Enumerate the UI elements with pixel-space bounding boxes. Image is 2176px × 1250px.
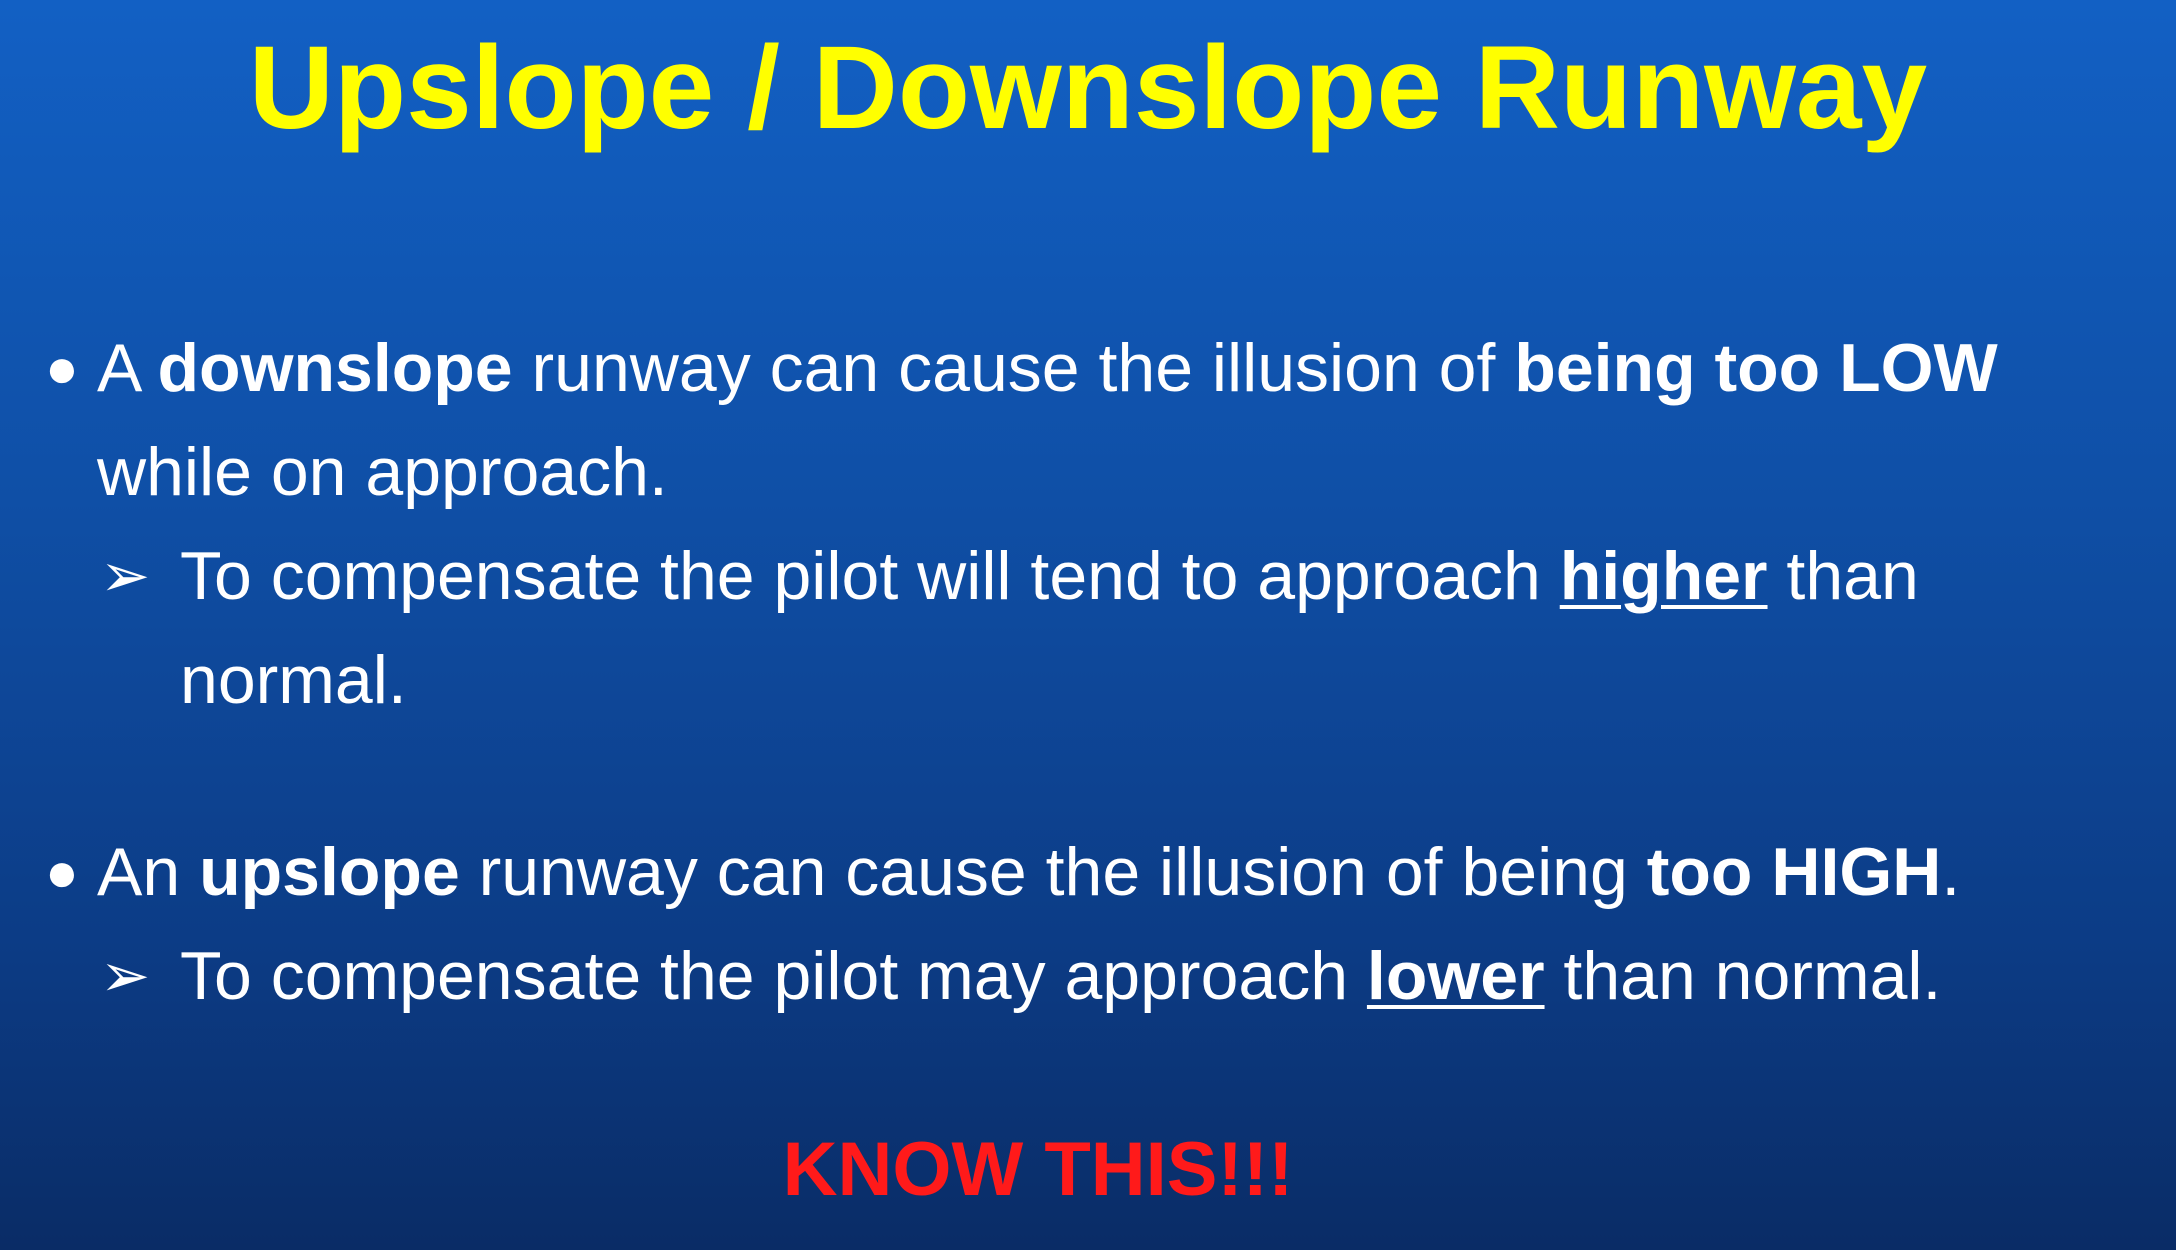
bullet-text: An upslope runway can cause the illusion… [97,834,1961,910]
arrow-bullet-icon: ➢ [100,542,151,609]
subbullet-text: To compensate the pilot will tend to app… [180,538,1919,718]
emphasis-upslope: upslope [199,834,460,910]
emphasis-too-low: being too LOW [1514,330,1998,406]
emphasis-downslope: downslope [157,330,513,406]
know-this-callout: KNOW THIS!!! [782,1127,1294,1212]
subbullet-lower: ➢ To compensate the pilot may approach l… [100,924,2100,1028]
emphasis-higher: higher [1559,538,1768,614]
subbullet-text: To compensate the pilot may approach low… [180,938,1942,1014]
subbullet-higher: ➢ To compensate the pilot will tend to a… [100,524,2060,732]
slide-title: Upslope / Downslope Runway [248,22,1928,154]
bullet-dot-icon: ● [45,840,79,903]
arrow-bullet-icon: ➢ [100,942,151,1009]
emphasis-too-high: too HIGH [1646,834,1942,910]
bullet-upslope: ● An upslope runway can cause the illusi… [45,820,2145,924]
bullet-dot-icon: ● [45,336,79,399]
emphasis-lower: lower [1366,938,1545,1014]
bullet-downslope: ● A downslope runway can cause the illus… [45,316,2145,524]
bullet-text: A downslope runway can cause the illusio… [97,330,1998,510]
